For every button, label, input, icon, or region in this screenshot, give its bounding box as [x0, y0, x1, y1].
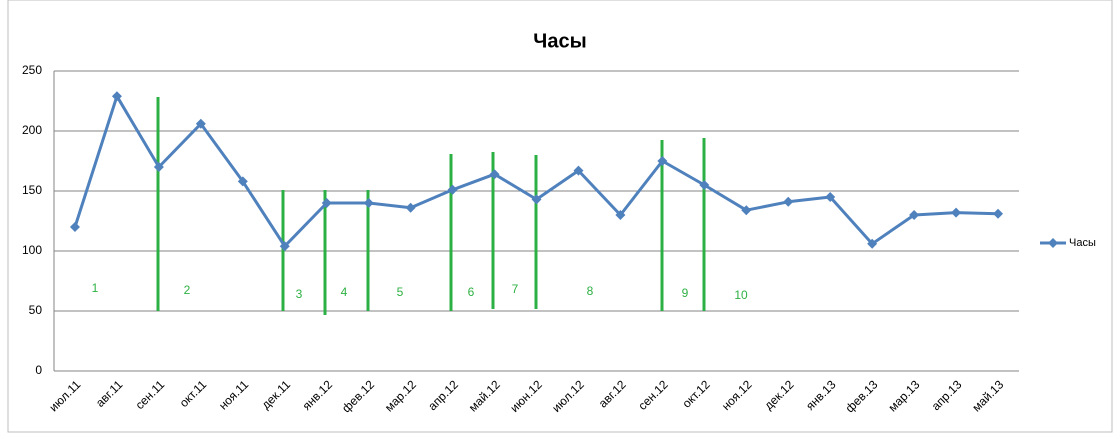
point [951, 207, 962, 218]
point [279, 241, 290, 252]
annotation: 5 [397, 285, 404, 299]
annotation: 4 [341, 285, 348, 299]
point [489, 169, 500, 180]
annotation: 3 [296, 287, 303, 301]
point [195, 118, 206, 129]
y-tick-label: 250 [22, 63, 42, 77]
y-tick-label: 0 [35, 363, 42, 377]
legend-label: Часы [1069, 237, 1096, 249]
point [993, 208, 1004, 219]
point [615, 210, 626, 220]
point [237, 176, 248, 187]
y-tick-label: 100 [22, 243, 42, 257]
point [783, 196, 794, 207]
point [153, 162, 164, 172]
annotation: 8 [587, 284, 594, 298]
y-tick-label: 150 [22, 183, 42, 197]
point [909, 210, 920, 220]
annotation: 7 [512, 282, 519, 296]
annotation: 10 [734, 288, 748, 302]
point [447, 184, 458, 195]
point [657, 156, 668, 166]
point [531, 194, 542, 205]
annotation: 2 [184, 283, 191, 297]
y-tick-label: 200 [22, 123, 42, 137]
annotation: 1 [92, 281, 99, 295]
annotation: 6 [468, 285, 475, 299]
chart-title: Часы [533, 30, 586, 52]
point [405, 202, 416, 213]
point [867, 238, 878, 249]
point [111, 91, 122, 102]
point [825, 192, 836, 202]
point [321, 198, 332, 208]
chart-area [7, 0, 1113, 433]
point [573, 165, 584, 176]
point [69, 222, 80, 232]
y-tick-label: 50 [29, 303, 43, 317]
annotation: 9 [682, 286, 689, 300]
legend-marker [1048, 238, 1058, 248]
point [699, 180, 710, 190]
point [363, 198, 374, 208]
point [741, 205, 752, 216]
